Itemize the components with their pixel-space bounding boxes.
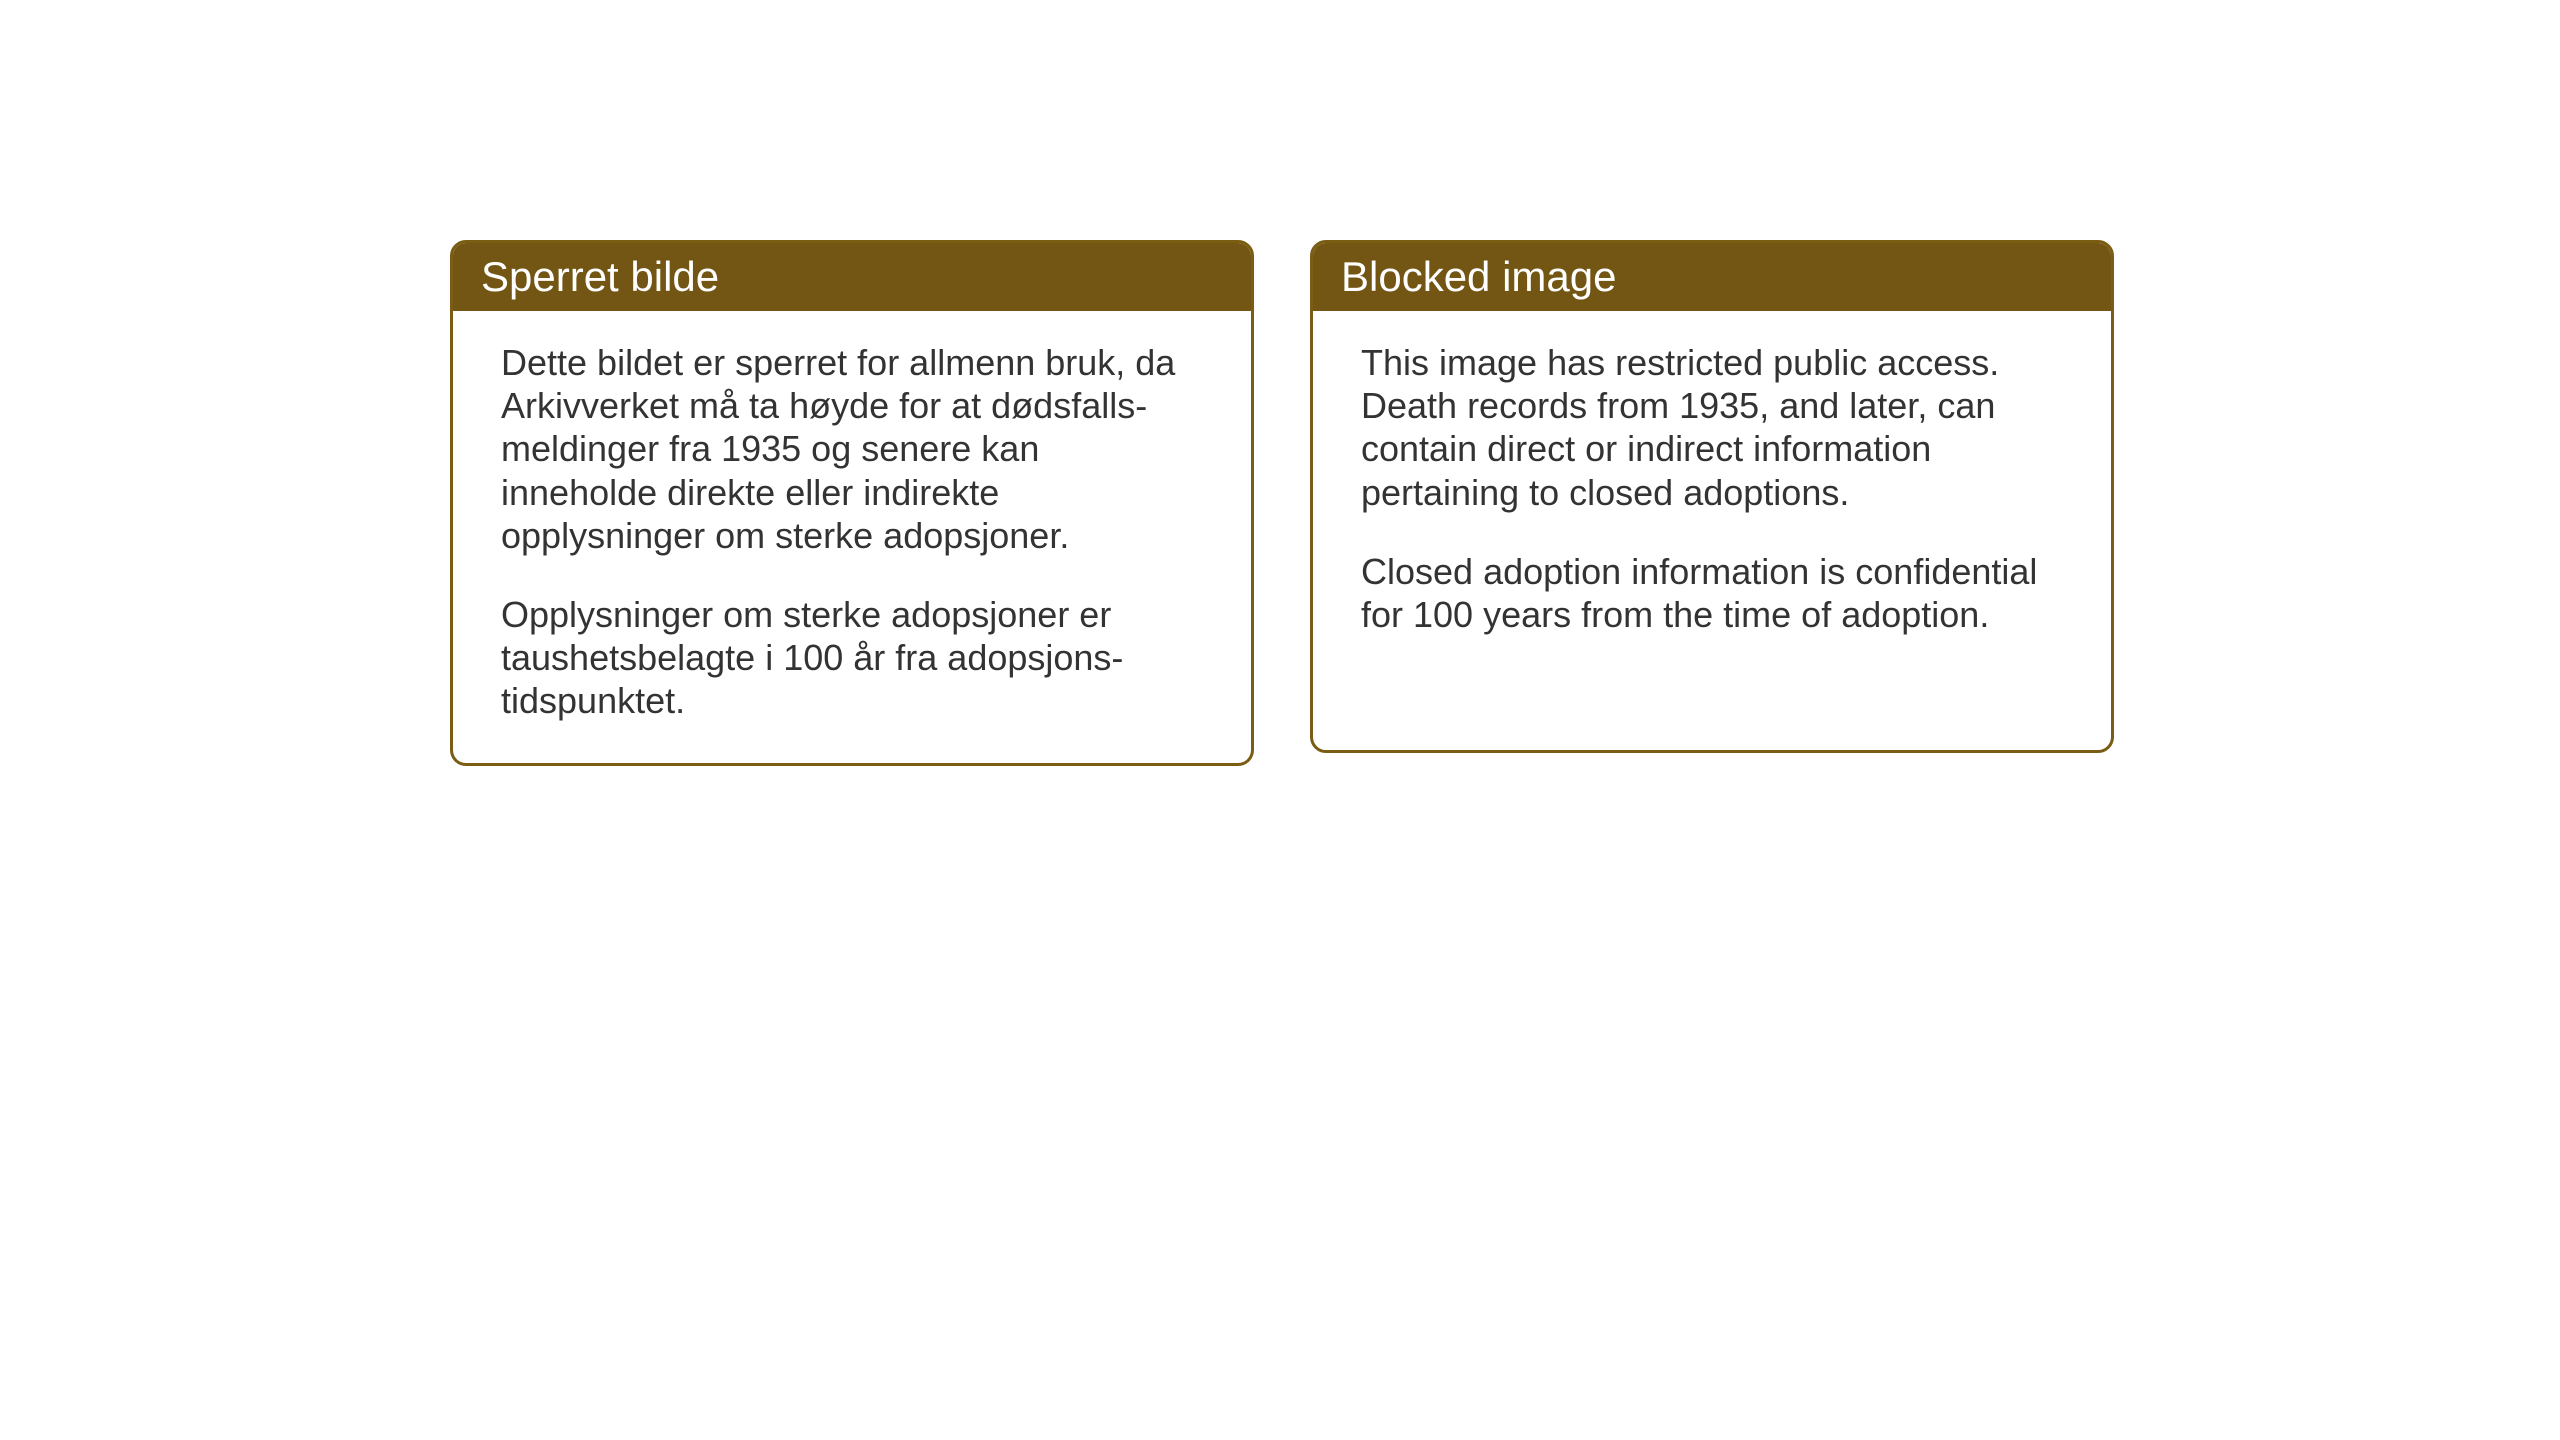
norwegian-paragraph-1: Dette bildet er sperret for allmenn bruk…	[501, 341, 1203, 557]
english-card-body: This image has restricted public access.…	[1313, 311, 2111, 676]
english-card-title: Blocked image	[1313, 243, 2111, 311]
norwegian-card-body: Dette bildet er sperret for allmenn bruk…	[453, 311, 1251, 763]
notice-cards-container: Sperret bilde Dette bildet er sperret fo…	[450, 240, 2114, 766]
norwegian-card-title: Sperret bilde	[453, 243, 1251, 311]
english-paragraph-1: This image has restricted public access.…	[1361, 341, 2063, 514]
english-notice-card: Blocked image This image has restricted …	[1310, 240, 2114, 753]
english-paragraph-2: Closed adoption information is confident…	[1361, 550, 2063, 636]
norwegian-notice-card: Sperret bilde Dette bildet er sperret fo…	[450, 240, 1254, 766]
norwegian-paragraph-2: Opplysninger om sterke adopsjoner er tau…	[501, 593, 1203, 723]
